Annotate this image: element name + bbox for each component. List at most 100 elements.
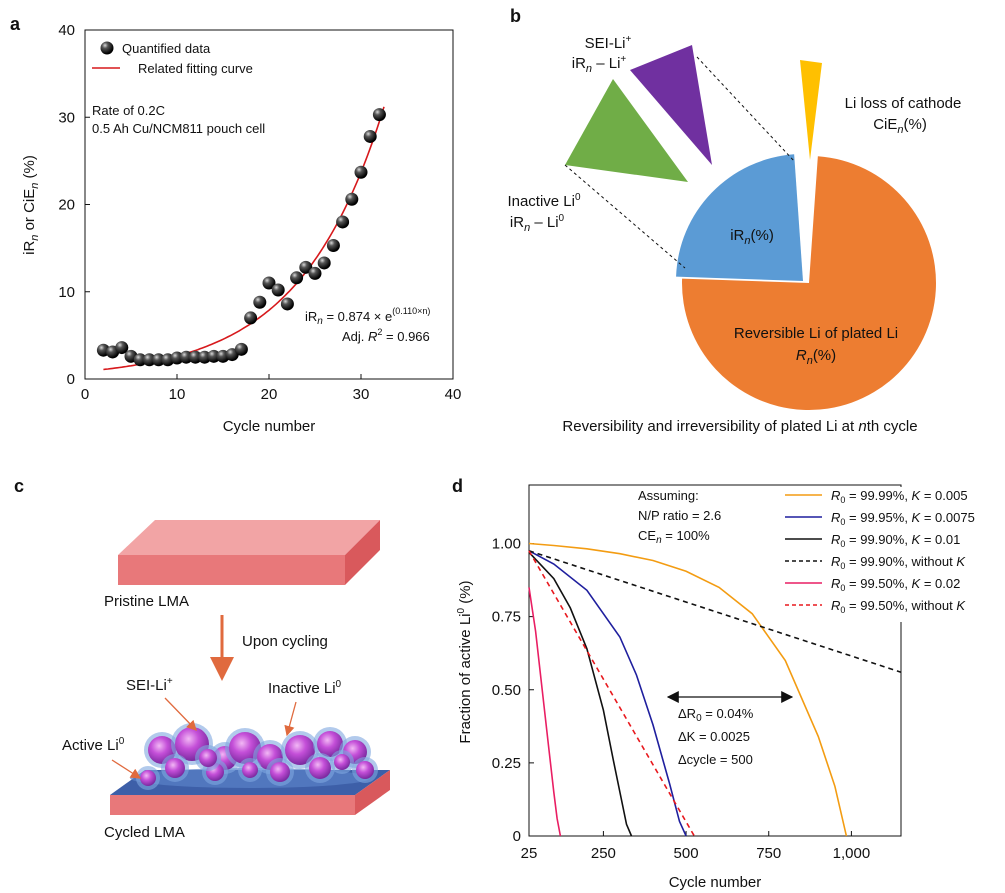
li-grain: [165, 758, 185, 778]
fit-r2: Adj. R2 = 0.966: [342, 327, 430, 344]
active-li-label: Active Li0: [62, 736, 125, 754]
panel-d-ylabel: Fraction of active Li0 (%): [456, 580, 474, 743]
y-tick-label: 0: [67, 371, 75, 388]
x-tick-label: 750: [756, 845, 781, 862]
pie-slice-irn: [676, 154, 803, 281]
assume-title: Assuming:: [638, 488, 699, 503]
connector-line: [696, 56, 796, 163]
li-grain: [270, 762, 290, 782]
y-tick-label: 1.00: [492, 536, 521, 553]
data-point: [234, 342, 248, 356]
data-point: [207, 349, 221, 363]
series-line-5: [528, 550, 695, 837]
x-tick-label: 250: [591, 845, 616, 862]
y-tick-label: 0.25: [492, 755, 521, 772]
cathode-label: Li loss of cathode: [845, 95, 962, 112]
li-deposits: [136, 723, 378, 790]
sei-li-label: SEI-Li+: [126, 676, 173, 694]
panel-a-ylabel: iRn or CiEn (%): [21, 155, 41, 255]
data-point: [244, 311, 258, 325]
li-grain: [242, 762, 258, 778]
y-tick-label: 20: [58, 197, 75, 214]
legend-entry: R0 = 99.95%, K = 0.0075: [831, 510, 975, 527]
panel-b-pie: SEI-Li+ iRn – Li+ Inactive Li0 iRn – Li0…: [507, 34, 961, 435]
legend-marker-quantified: [100, 41, 114, 55]
series-line-3: [528, 550, 902, 673]
assume-np: N/P ratio = 2.6: [638, 508, 721, 523]
panel-letter-c: c: [14, 476, 24, 496]
data-point: [290, 271, 304, 285]
panel-d-chart: 25 250 500 750 1,000 0 0.25 0.50 0.75 1.00 R0 = 9…: [456, 484, 975, 891]
legend-entry: R0 = 99.90%, K = 0.01: [831, 532, 960, 549]
y-tick-label: 0.75: [492, 609, 521, 626]
data-point: [253, 295, 267, 309]
legend-fit: Related fitting curve: [138, 61, 253, 76]
x-tick-label: 20: [261, 386, 278, 403]
x-tick-label: 10: [169, 386, 186, 403]
panel-d-frame: [528, 484, 902, 837]
y-tick-label: 30: [58, 109, 75, 126]
x-tick-label: 25: [521, 845, 538, 862]
pie-slice-inactive-li0: [565, 79, 688, 182]
li-grain: [229, 732, 261, 764]
inactive-formula: iRn – Li0: [510, 213, 565, 234]
legend-entry: R0 = 99.50%, K = 0.02: [831, 576, 960, 593]
legend-quantified: Quantified data: [122, 41, 211, 56]
delta-k: ΔK = 0.0025: [678, 729, 750, 744]
pie-slice-sei-li: [630, 45, 712, 165]
x-tick-label: 0: [81, 386, 89, 403]
pie-slice-reversible: [682, 156, 936, 410]
upon-cycling-label: Upon cycling: [242, 633, 328, 650]
y-tick-label: 10: [58, 284, 75, 301]
data-point: [133, 353, 147, 367]
delta-cycle: Δcycle = 500: [678, 752, 753, 767]
panel-a-xlabel: Cycle number: [223, 418, 316, 435]
active-pointer: [111, 759, 142, 779]
data-point: [188, 350, 202, 364]
legend-entry: R0 = 99.50%, without K: [831, 598, 966, 615]
legend-background: [783, 487, 904, 622]
y-tick-label: 0: [513, 828, 521, 845]
data-point: [179, 350, 193, 364]
panel-c-schematic: Pristine LMA Upon cycling SEI-Li+ Inacti…: [62, 520, 390, 841]
series-line-4: [528, 587, 562, 837]
data-point: [280, 297, 294, 311]
sei-formula: iRn – Li+: [572, 54, 627, 75]
li-grain: [356, 761, 374, 779]
series-line-0: [528, 542, 848, 837]
li-grain: [334, 754, 350, 770]
pie-slice-cathode-loss: [800, 60, 822, 160]
data-point: [336, 215, 350, 229]
data-point: [363, 129, 377, 143]
data-point: [152, 353, 166, 367]
cell-annotation: 0.5 Ah Cu/NCM811 pouch cell: [92, 121, 265, 136]
li-grain: [199, 749, 217, 767]
li-grain: [285, 735, 315, 765]
y-tick-label: 0.50: [492, 682, 521, 699]
data-point: [299, 260, 313, 274]
irn-label: iRn(%): [730, 227, 774, 247]
panel-a-frame: [84, 29, 454, 380]
panel-letter-d: d: [452, 476, 463, 496]
delta-r0: ΔR0 = 0.04%: [678, 706, 754, 724]
data-point: [345, 192, 359, 206]
li-grain: [317, 731, 343, 757]
data-point: [262, 276, 276, 290]
data-point: [142, 353, 156, 367]
panel-a-chart: 0 10 20 30 40 0 10 20 30 40 Quantified data Relat…: [21, 22, 461, 435]
sei-label: SEI-Li+: [585, 34, 632, 52]
cathode-formula: CiEn(%): [873, 116, 927, 136]
pristine-lma-slab: [118, 520, 380, 585]
inactive-pointer: [284, 701, 297, 737]
data-point: [317, 256, 331, 270]
legend-entry: R0 = 99.99%, K = 0.005: [831, 488, 968, 505]
inactive-li-label: Inactive Li0: [268, 679, 342, 697]
series-line-1: [528, 550, 687, 837]
x-tick-label: 1,000: [833, 845, 871, 862]
cycled-label: Cycled LMA: [104, 824, 185, 841]
data-point: [372, 108, 386, 122]
panel-letter-b: b: [510, 6, 521, 26]
y-tick-label: 40: [58, 22, 75, 39]
reversible-label: Reversible Li of plated Li: [734, 325, 898, 342]
legend-entry: R0 = 99.90%, without K: [831, 554, 966, 571]
